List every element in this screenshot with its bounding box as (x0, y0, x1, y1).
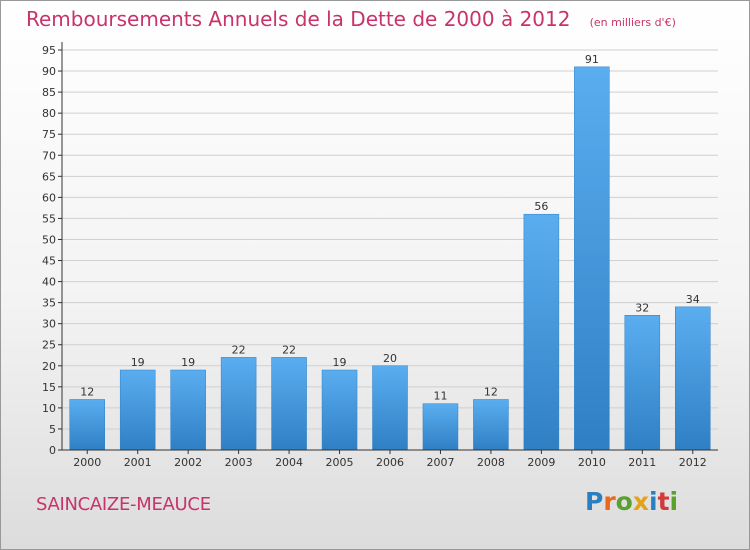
axes: 0 5 10 15 20 25 30 35 40 45 50 55 60 65 70 75 80 85 90 95 20… (42, 42, 718, 469)
y-tick-label: 30 (42, 318, 56, 331)
bar-value-label: 12 (80, 385, 94, 398)
logo-letter: t (657, 487, 670, 516)
y-tick-label: 65 (42, 170, 56, 183)
bar-2000 (69, 399, 105, 451)
bar-2006 (372, 365, 408, 451)
bar-value-label: 19 (131, 356, 145, 369)
y-tick-label: 35 (42, 297, 56, 310)
logo-letter: r (603, 487, 616, 516)
bar-2001 (119, 369, 156, 451)
x-tick-label: 2009 (527, 456, 555, 469)
logo-letter: x (632, 487, 649, 516)
bar-value-label: 32 (635, 301, 649, 314)
logo-letter: P (585, 487, 604, 516)
x-tick-label: 2005 (326, 456, 354, 469)
commune-name: SAINCAIZE-MEAUCE (36, 494, 211, 515)
bar-value-label: 20 (383, 352, 397, 365)
bar-value-label: 56 (534, 200, 548, 213)
y-tick-label: 5 (49, 423, 56, 436)
y-tick-label: 80 (42, 107, 56, 120)
bar-2010 (574, 66, 610, 451)
bar-2005 (321, 369, 358, 451)
bar-2012 (675, 306, 711, 451)
y-tick-label: 75 (42, 128, 56, 141)
y-tick-label: 25 (42, 339, 56, 352)
bar-value-label: 22 (232, 343, 246, 356)
bar-value-label: 22 (282, 343, 296, 356)
bar-value-label: 12 (484, 385, 498, 398)
proxiti-logo: Proxiti (585, 487, 678, 516)
bar-2004 (271, 357, 307, 451)
x-tick-label: 2010 (578, 456, 606, 469)
chart-subtitle: (en milliers d'€) (589, 16, 676, 29)
bar-2002 (170, 369, 206, 451)
y-tick-label: 0 (49, 444, 56, 457)
x-tick-label: 2002 (174, 456, 202, 469)
bar-2011 (624, 315, 661, 451)
x-tick-label: 2000 (73, 456, 101, 469)
x-tick-label: 2011 (628, 456, 656, 469)
y-tick-label: 40 (42, 276, 56, 289)
x-tick-label: 2007 (426, 456, 454, 469)
bar-value-label: 11 (433, 390, 447, 403)
logo-letter: i (669, 487, 679, 516)
y-tick-label: 50 (42, 233, 56, 246)
bar-2003 (220, 357, 257, 451)
bar-value-label: 91 (585, 53, 599, 66)
bars: 12 19 19 22 22 19 20 11 12 56 91 32 34 (69, 53, 711, 451)
x-tick-label: 2008 (477, 456, 505, 469)
y-tick-label: 10 (42, 402, 56, 415)
logo-letter: o (615, 487, 633, 516)
x-tick-label: 2006 (376, 456, 404, 469)
y-tick-label: 55 (42, 212, 56, 225)
y-tick-label: 45 (42, 255, 56, 268)
y-tick-label: 70 (42, 149, 56, 162)
x-tick-label: 2001 (124, 456, 152, 469)
x-tick-label: 2003 (225, 456, 253, 469)
bar-2008 (473, 399, 509, 451)
bar-value-label: 34 (686, 293, 700, 306)
logo-letter: i (649, 487, 658, 516)
y-tick-label: 60 (42, 191, 56, 204)
y-tick-label: 90 (42, 65, 56, 78)
y-tick-label: 15 (42, 381, 56, 394)
bar-2007 (422, 403, 459, 451)
bar-value-label: 19 (333, 356, 347, 369)
title-block: Remboursements Annuels de la Dette de 20… (26, 7, 676, 31)
x-tick-label: 2012 (679, 456, 707, 469)
y-tick-label: 95 (42, 44, 56, 57)
chart-title: Remboursements Annuels de la Dette de 20… (26, 7, 571, 31)
x-tick-label: 2004 (275, 456, 303, 469)
y-tick-label: 85 (42, 86, 56, 99)
y-tick-label: 20 (42, 360, 56, 373)
bar-value-label: 19 (181, 356, 195, 369)
bar-2009 (523, 213, 560, 451)
